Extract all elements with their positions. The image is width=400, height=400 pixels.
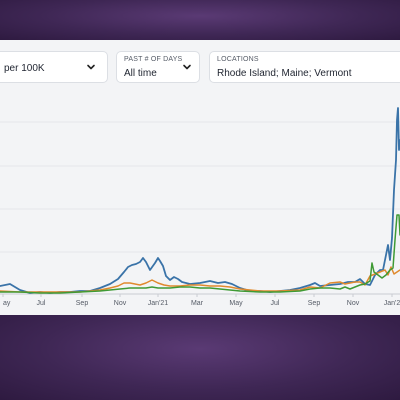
series-line-0 [0, 107, 400, 294]
x-tick-label-1: Jul [37, 300, 46, 307]
locations-dropdown[interactable]: LOCATIONS Rhode Island; Maine; Vermont [209, 51, 400, 83]
page-background [0, 0, 400, 40]
dashboard-panel: per 100K PAST # OF DAYS All time LOCATIO… [0, 40, 400, 315]
x-tick-label-3: Nov [114, 300, 127, 307]
x-tick-label-4: Jan'21 [148, 300, 169, 307]
days-dropdown[interactable]: PAST # OF DAYS All time [116, 51, 200, 83]
days-value: All time [124, 68, 157, 79]
x-tick-label-9: Nov [347, 300, 360, 307]
x-tick-label-8: Sep [308, 300, 321, 307]
x-tick-label-10: Jan'2 [384, 300, 400, 307]
locations-value: Rhode Island; Maine; Vermont [217, 68, 352, 79]
metric-value: per 100K [4, 63, 45, 74]
x-tick-label-6: May [229, 300, 243, 307]
chevron-down-icon [183, 64, 191, 70]
x-tick-label-0: ay [3, 300, 11, 307]
locations-label: LOCATIONS [217, 56, 259, 63]
x-tick-label-2: Sep [76, 300, 89, 307]
page-background-bottom [0, 315, 400, 400]
series-line-1 [0, 266, 400, 293]
days-label: PAST # OF DAYS [124, 56, 183, 63]
x-tick-label-7: Jul [271, 300, 280, 307]
metric-dropdown[interactable]: per 100K [0, 51, 108, 83]
x-tick-label-5: Mar [191, 300, 204, 307]
series-line-2 [0, 214, 400, 294]
chevron-down-icon [87, 64, 95, 70]
